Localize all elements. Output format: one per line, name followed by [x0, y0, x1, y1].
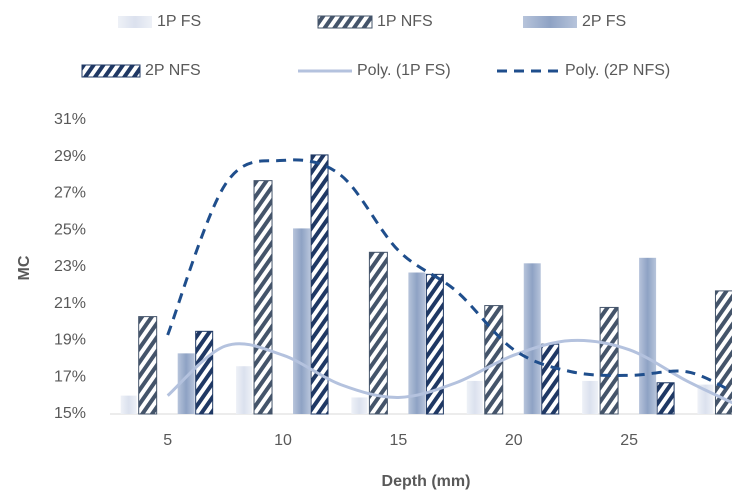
bar [541, 343, 560, 415]
x-tick-label: 20 [505, 432, 523, 449]
y-tick-label: 15% [54, 405, 86, 422]
bar [253, 180, 273, 415]
y-tick-label: 27% [54, 185, 86, 202]
legend-label: 2P FS [582, 13, 626, 30]
x-axis-title: Depth (mm) [382, 473, 471, 490]
legend-swatch [523, 16, 577, 28]
bar [138, 316, 158, 415]
legend-swatch [118, 16, 152, 28]
trendline [166, 338, 732, 405]
bar [582, 380, 599, 414]
bar [408, 272, 426, 414]
y-tick-label: 17% [54, 368, 86, 385]
bar [120, 395, 137, 414]
bar [195, 330, 214, 415]
x-tick-label: 25 [620, 432, 638, 449]
legend-label: 1P NFS [377, 13, 433, 30]
x-tick-label: 5 [163, 432, 172, 449]
bar [236, 366, 253, 414]
y-tick-label: 21% [54, 295, 86, 312]
legend-label: Poly. (2P NFS) [565, 62, 670, 79]
legend-label: 1P FS [157, 13, 201, 30]
legend-swatch [317, 15, 373, 29]
plot-area [120, 154, 732, 415]
bar [310, 154, 329, 415]
legend-label: Poly. (1P FS) [357, 62, 451, 79]
y-tick-label: 31% [54, 111, 86, 128]
bar [293, 228, 311, 414]
bar [368, 251, 388, 415]
legend-swatch [81, 64, 141, 78]
bar [639, 257, 657, 414]
bar [351, 397, 368, 414]
trendline [166, 158, 732, 394]
bar [523, 263, 541, 414]
bar [177, 353, 195, 414]
bar [425, 273, 444, 415]
legend-label: 2P NFS [145, 62, 201, 79]
x-tick-label: 15 [389, 432, 407, 449]
y-axis-title: MC [16, 255, 33, 280]
bar [656, 382, 675, 415]
bar [466, 380, 483, 414]
y-tick-label: 19% [54, 332, 86, 349]
y-tick-label: 29% [54, 148, 86, 165]
bar [599, 306, 619, 415]
x-tick-label: 10 [274, 432, 292, 449]
y-tick-label: 25% [54, 221, 86, 238]
y-tick-label: 23% [54, 258, 86, 275]
